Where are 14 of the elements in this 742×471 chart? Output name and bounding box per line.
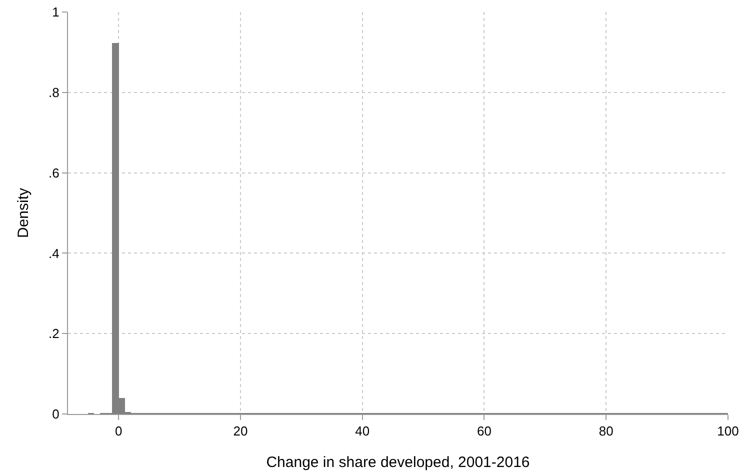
x-tick-label: 0 xyxy=(114,424,122,439)
y-tick-label: 0 xyxy=(52,406,60,422)
y-tick-label: .8 xyxy=(48,84,60,100)
x-tick-label: 80 xyxy=(598,424,614,439)
y-tick-label: .4 xyxy=(48,246,60,261)
x-tick-label: 100 xyxy=(717,424,739,439)
y-tick-label: 1 xyxy=(52,4,60,20)
y-tick-label: .2 xyxy=(48,326,60,342)
x-tick-label: 40 xyxy=(355,424,370,439)
y-axis-title: Density xyxy=(15,188,32,238)
x-axis-title: Change in share developed, 2001-2016 xyxy=(266,454,530,471)
x-tick-label: 60 xyxy=(476,424,492,439)
y-tick-label: .6 xyxy=(48,165,60,180)
x-tick-label: 20 xyxy=(233,424,248,439)
